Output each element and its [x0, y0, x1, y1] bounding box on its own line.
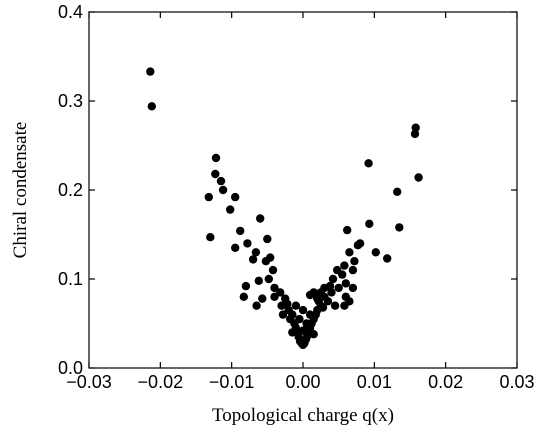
data-point: [365, 219, 374, 228]
data-point: [328, 274, 338, 284]
x-tick-label: 0.02: [428, 372, 463, 392]
data-point: [302, 319, 311, 328]
data-point: [270, 283, 279, 293]
data-point: [330, 301, 340, 310]
data-point: [393, 187, 402, 196]
data-point: [248, 255, 258, 264]
data-point: [288, 310, 297, 319]
data-point: [254, 276, 263, 285]
points-layer: [146, 67, 423, 350]
data-point: [283, 299, 292, 309]
data-point: [313, 294, 322, 303]
data-point: [231, 243, 240, 252]
x-tick-label: 0.00: [285, 372, 320, 392]
data-point: [371, 248, 380, 257]
data-point: [264, 274, 273, 284]
data-point: [353, 241, 363, 250]
y-tick-label: 0.2: [58, 180, 83, 200]
data-point: [298, 326, 308, 335]
data-point: [410, 129, 420, 139]
data-point: [216, 176, 226, 186]
data-point: [266, 253, 275, 262]
data-point: [414, 173, 423, 182]
x-tick-label: −0.01: [209, 372, 255, 392]
y-tick-label: 0.1: [58, 269, 83, 289]
ticks-layer: −0.03 −0.02 −0.01 0.00 0.01 0.02 0.03 0.0 0.1 0.2…: [58, 2, 535, 392]
data-point: [348, 283, 358, 293]
plot-frame: [88, 11, 518, 369]
data-point: [270, 292, 279, 301]
data-point: [323, 297, 333, 306]
y-tick-label: 0.0: [58, 358, 83, 378]
x-tick-label: 0.01: [357, 372, 392, 392]
data-point: [345, 297, 354, 306]
data-point: [288, 328, 297, 337]
data-point: [298, 305, 308, 315]
data-point: [348, 265, 358, 275]
data-point: [256, 214, 265, 223]
data-point: [252, 301, 261, 310]
data-point: [291, 301, 301, 310]
data-point: [327, 288, 336, 297]
x-tick-label: −0.02: [138, 372, 184, 392]
data-point: [411, 123, 420, 132]
data-point: [305, 310, 315, 319]
data-point: [268, 265, 278, 275]
data-point: [364, 159, 373, 168]
data-point: [231, 192, 240, 202]
y-tick-label: 0.3: [58, 91, 83, 111]
data-point: [325, 281, 335, 291]
data-point: [341, 279, 350, 288]
data-point: [383, 254, 392, 263]
data-point: [309, 330, 318, 339]
data-point: [276, 288, 285, 297]
data-point: [318, 303, 328, 312]
data-point: [334, 283, 343, 293]
data-point: [395, 223, 404, 232]
data-point: [340, 261, 349, 270]
data-point: [226, 205, 235, 214]
x-tick-label: −0.03: [66, 372, 112, 392]
x-tick-label: 0.03: [499, 372, 534, 392]
data-point: [343, 225, 352, 235]
data-point: [316, 288, 325, 297]
data-point: [263, 234, 272, 244]
data-point: [241, 281, 251, 291]
data-point: [204, 192, 213, 202]
data-point: [350, 257, 359, 266]
data-point: [147, 102, 156, 111]
data-point: [211, 169, 220, 179]
data-point: [206, 233, 215, 242]
data-point: [218, 185, 228, 195]
data-point: [243, 239, 252, 248]
data-point: [239, 292, 248, 301]
y-tick-label: 0.4: [58, 2, 83, 22]
x-axis-title: Topological charge q(x): [212, 405, 394, 426]
data-point: [295, 314, 304, 324]
y-axis-title: Chiral condensate: [10, 122, 31, 259]
data-point: [251, 248, 261, 257]
data-point: [146, 67, 155, 76]
data-point: [258, 294, 267, 303]
data-point: [345, 248, 354, 257]
data-point: [211, 153, 221, 163]
data-point: [278, 310, 288, 319]
data-point: [333, 265, 342, 275]
data-point: [309, 288, 318, 297]
data-point: [236, 226, 245, 236]
